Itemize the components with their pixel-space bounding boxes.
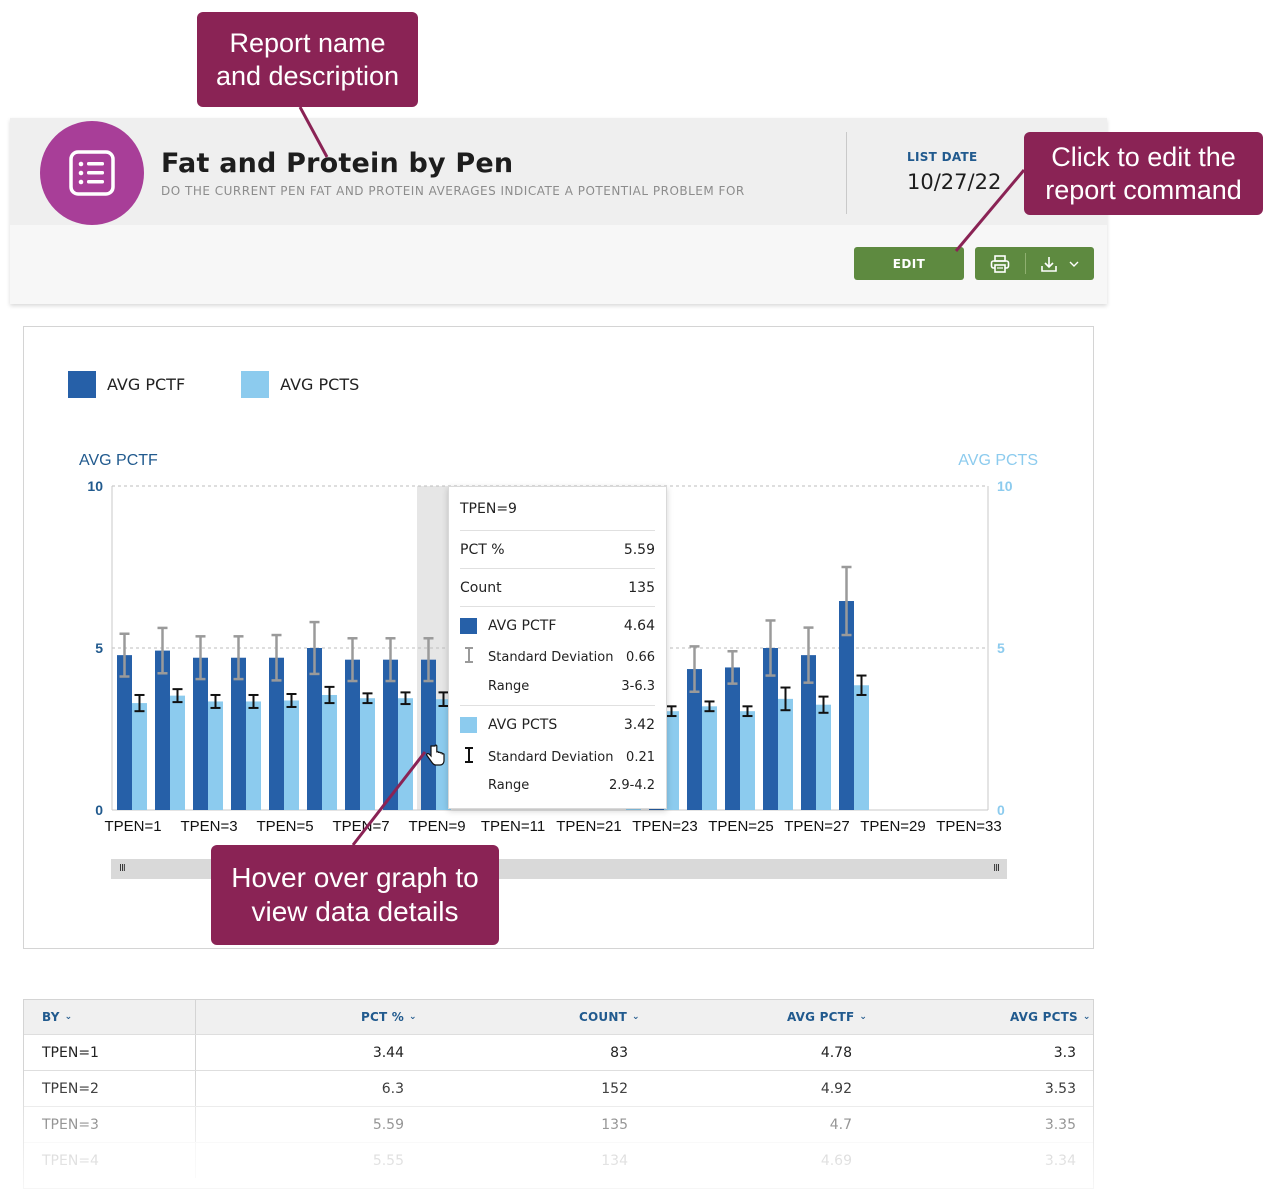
tooltip-pctf-value: 4.64 [623,617,655,634]
table-cell: 152 [601,1080,628,1097]
table-cell: 3.44 [372,1044,404,1061]
table-cell-by: TPEN=4 [24,1143,196,1178]
download-icon [1041,256,1057,272]
scrollbar-right-handle[interactable]: III [993,863,1000,874]
hand-cursor-icon [426,744,445,766]
report-table: BY ⌄ PCT % ⌄ COUNT ⌄ AVG PCTF ⌄ AVG PCTS ⌄ TP… [23,999,1094,1189]
list-date-value: 10/27/22 [907,170,1002,194]
table-cell: 135 [601,1116,628,1133]
tooltip-pctf-sd-row: Standard Deviation 0.66 [460,646,655,668]
printer-icon [990,254,1010,273]
tooltip-pcts-value: 3.42 [623,716,655,733]
chart-legend: AVG PCTF AVG PCTS [68,371,415,398]
tooltip-pcts-sd-value: 0.21 [626,749,655,765]
table-row[interactable]: TPEN=4 5.55 134 4.69 3.34 [24,1142,1093,1178]
tooltip-pctf-range-row: Range 3-6.3 [460,679,655,694]
tooltip-count-value: 135 [628,579,655,596]
table-cell: 4.7 [829,1116,852,1133]
chevron-down-icon: ⌄ [859,1012,868,1022]
legend-label-pctf: AVG PCTF [107,375,186,394]
tooltip-pctf-label: AVG PCTF [488,617,557,634]
column-header-pct[interactable]: PCT % ⌄ [361,1000,461,1034]
tooltip-pct-value: 5.59 [623,541,655,558]
button-divider [1025,253,1026,274]
list-date-label: LIST DATE [907,150,978,164]
table-cell: 3.34 [1044,1152,1076,1169]
table-row[interactable]: TPEN=3 5.59 135 4.7 3.35 [24,1106,1093,1142]
table-cell: 6.3 [381,1080,404,1097]
column-header-count[interactable]: COUNT ⌄ [579,1000,679,1034]
chevron-down-icon: ⌄ [64,1012,73,1022]
column-header-avg-pcts[interactable]: AVG PCTS ⌄ [1010,1000,1093,1034]
table-cell-by: TPEN=1 [24,1035,196,1070]
download-button[interactable] [1026,247,1094,280]
tooltip-pcts-range-row: Range 2.9-4.2 [460,778,655,793]
column-header-label: COUNT [579,1010,627,1024]
callout-edit: Click to edit the report command [1024,132,1263,215]
report-description: DO THE CURRENT PEN FAT AND PROTEIN AVERA… [161,184,745,198]
column-header-label: AVG PCTS [1010,1010,1078,1024]
tooltip-pctf-row: AVG PCTF 4.64 [460,606,655,644]
header-band [10,118,1107,225]
callout-hover: Hover over graph to view data details [211,845,499,945]
table-cell: 134 [601,1152,628,1169]
tooltip-pcts-range-label: Range [488,778,530,793]
tooltip-pcts-sd-label: Standard Deviation [488,749,614,765]
tooltip-pcts-range-value: 2.9-4.2 [608,778,655,793]
report-list-icon [40,121,144,225]
column-header-label: PCT % [361,1010,404,1024]
error-bar-icon [460,746,477,768]
tooltip-pct-label: PCT % [460,541,505,558]
table-cell-by: TPEN=2 [24,1071,196,1106]
column-header-label: BY [42,1010,60,1024]
table-cell: 5.55 [372,1152,404,1169]
table-cell: 4.69 [820,1152,852,1169]
table-cell: 5.59 [372,1116,404,1133]
column-header-label: AVG PCTF [787,1010,855,1024]
tooltip-pctf-swatch [460,617,477,634]
chevron-down-icon: ⌄ [631,1012,640,1022]
table-cell: 83 [610,1044,628,1061]
legend-label-pcts: AVG PCTS [280,375,360,394]
tooltip-pctf-sd-value: 0.66 [626,649,655,665]
legend-item-pctf[interactable]: AVG PCTF [68,371,185,398]
report-header: Fat and Protein by Pen DO THE CURRENT PE… [10,118,1107,304]
chart-tooltip: TPEN=9 PCT % 5.59 Count 135 AVG PCTF 4.6… [448,486,667,809]
chevron-down-icon [1069,261,1079,267]
tooltip-title: TPEN=9 [460,501,517,517]
table-cell-by: TPEN=3 [24,1107,196,1142]
tooltip-pcts-row: AVG PCTS 3.42 [460,705,655,743]
report-title: Fat and Protein by Pen [161,148,514,179]
tooltip-count-row: Count 135 [460,568,655,606]
legend-swatch-pctf [68,371,96,398]
tooltip-pcts-sd-row: Standard Deviation 0.21 [460,746,655,768]
chevron-down-icon: ⌄ [409,1012,417,1022]
error-bar-icon [460,646,477,668]
table-row[interactable]: TPEN=2 6.3 152 4.92 3.53 [24,1070,1093,1106]
header-divider [846,132,847,214]
print-button[interactable] [975,247,1025,280]
table-cell: 4.92 [820,1080,852,1097]
legend-item-pcts[interactable]: AVG PCTS [241,371,359,398]
tooltip-pctf-sd-label: Standard Deviation [488,649,614,665]
table-cell: 3.53 [1044,1080,1076,1097]
scrollbar-left-handle[interactable]: III [119,863,126,874]
tooltip-pcts-swatch [460,716,477,733]
tooltip-pctf-range-label: Range [488,679,530,694]
chevron-down-icon: ⌄ [1082,1012,1091,1022]
legend-swatch-pcts [241,371,270,398]
table-row[interactable]: TPEN=1 3.44 83 4.78 3.3 [24,1034,1093,1070]
edit-button[interactable]: EDIT [854,247,964,280]
column-header-by[interactable]: BY ⌄ [24,1000,196,1034]
table-cell: 4.78 [820,1044,852,1061]
tooltip-pctf-range-value: 3-6.3 [621,679,655,694]
tooltip-count-label: Count [460,579,502,596]
callout-report-name: Report name and description [197,12,418,107]
tooltip-pct-row: PCT % 5.59 [460,530,655,568]
column-header-avg-pctf[interactable]: AVG PCTF ⌄ [787,1000,907,1034]
table-cell: 3.35 [1044,1116,1076,1133]
tooltip-pcts-label: AVG PCTS [488,716,558,733]
export-button-group [975,247,1094,280]
table-cell: 3.3 [1053,1044,1076,1061]
